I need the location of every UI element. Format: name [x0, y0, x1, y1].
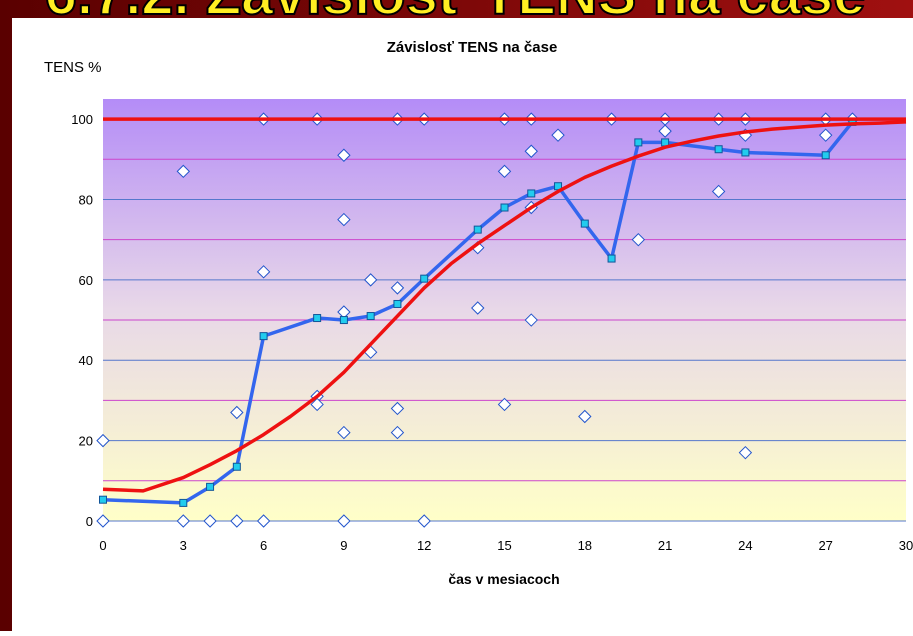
- diamond-point: [310, 397, 324, 412]
- series-line: [102, 120, 907, 493]
- diamond-point: [96, 514, 110, 528]
- diamond-point: [711, 184, 726, 199]
- diamond-point: [337, 212, 351, 227]
- diamond-point: [203, 514, 217, 528]
- diamond-point: [230, 514, 244, 528]
- diamond-point: [524, 313, 538, 327]
- square-point: [821, 151, 830, 160]
- square-point: [259, 332, 268, 341]
- square-point: [580, 219, 589, 228]
- diamond-point: [390, 281, 405, 295]
- square-point: [473, 225, 482, 234]
- diamond-point: [578, 409, 592, 424]
- diamond-point: [256, 514, 271, 528]
- diamond-point: [256, 265, 271, 279]
- x-tick-label: 12: [417, 538, 431, 553]
- square-point: [607, 254, 616, 263]
- square-point: [232, 462, 241, 471]
- x-tick-label: 0: [99, 538, 106, 553]
- diamond-point: [497, 397, 512, 412]
- x-tick-label: 18: [578, 538, 592, 553]
- diamond-point: [96, 433, 110, 448]
- x-axis-label: čas v mesiacoch: [448, 571, 559, 587]
- diamond-point: [524, 144, 538, 158]
- square-point: [206, 482, 215, 491]
- diamond-point: [417, 514, 431, 528]
- x-tick-label: 9: [340, 538, 347, 553]
- x-tick-label: 3: [180, 538, 187, 553]
- square-point: [741, 148, 750, 157]
- marks: [96, 112, 907, 528]
- x-tick-label: 24: [738, 538, 752, 553]
- slide-title: 6.7.2. Závislosť TENS na čase: [45, 0, 866, 27]
- x-tick-label: 15: [497, 538, 511, 553]
- chart-title: Závislosť TENS na čase: [387, 39, 558, 56]
- diamond-point: [337, 425, 351, 440]
- x-tick-label: 6: [260, 538, 267, 553]
- square-point: [99, 495, 107, 504]
- square-point: [714, 145, 723, 154]
- diamond-point: [230, 405, 244, 420]
- y-tick-label: 0: [86, 514, 93, 529]
- x-tick-label: 30: [899, 538, 913, 553]
- y-tick-label: 20: [79, 434, 93, 449]
- diamond-point: [551, 128, 565, 142]
- square-point: [179, 498, 188, 507]
- square-point: [420, 274, 429, 283]
- diamond-point: [631, 232, 646, 247]
- x-tick-label: 27: [818, 538, 832, 553]
- square-point: [313, 314, 322, 323]
- diamond-point: [818, 128, 833, 142]
- diamond-point: [337, 514, 351, 528]
- diamond-point: [337, 148, 351, 162]
- diamond-point: [658, 124, 672, 138]
- y-axis-label: TENS %: [44, 59, 102, 76]
- square-point: [661, 138, 670, 147]
- square-point: [339, 316, 348, 325]
- diamond-point: [176, 164, 191, 179]
- diamond-point: [390, 425, 405, 440]
- diamond-point: [390, 401, 405, 416]
- y-tick-label: 60: [79, 273, 93, 288]
- diamond-point: [471, 301, 485, 315]
- y-tick-label: 100: [71, 112, 93, 127]
- square-point: [634, 138, 643, 147]
- grid: [103, 118, 906, 522]
- diamond-point: [176, 514, 191, 528]
- square-point: [500, 203, 509, 212]
- square-point: [393, 299, 402, 308]
- series-line: [102, 120, 854, 505]
- x-tick-label: 21: [658, 538, 672, 553]
- y-tick-label: 80: [79, 192, 93, 207]
- square-point: [527, 189, 536, 198]
- square-point: [366, 312, 375, 321]
- y-tick-label: 40: [79, 353, 93, 368]
- diamond-point: [738, 445, 753, 460]
- diamond-point: [497, 164, 512, 179]
- diamond-point: [363, 273, 378, 287]
